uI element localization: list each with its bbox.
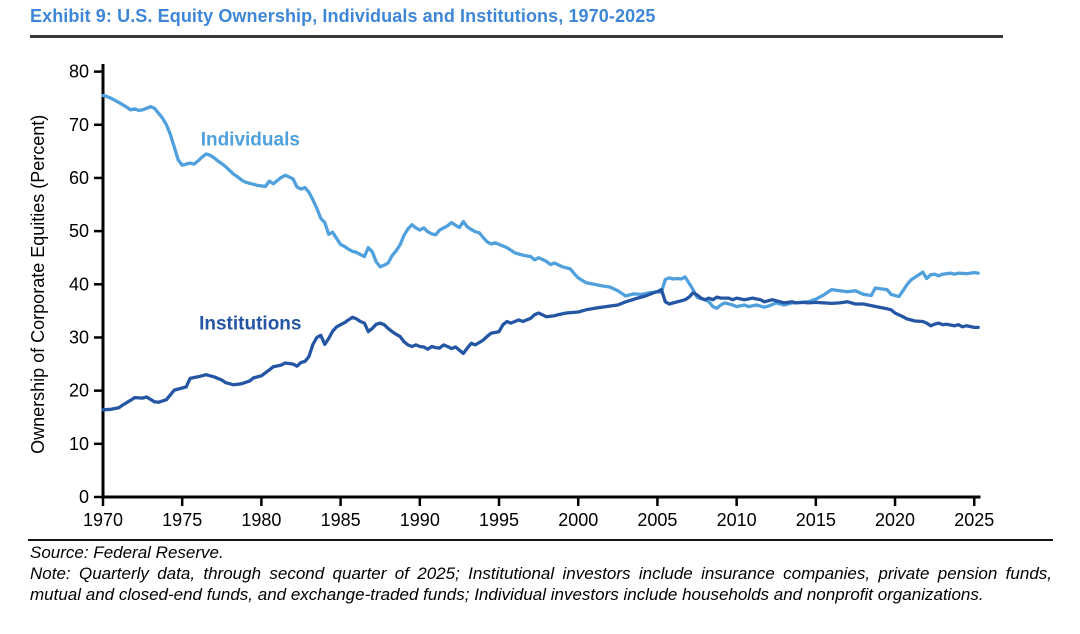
source-note: Source: Federal Reserve. — [30, 543, 224, 562]
exhibit-title: Exhibit 9: U.S. Equity Ownership, Indivi… — [30, 6, 656, 26]
x-tick-label: 1975 — [162, 510, 202, 530]
series-line-individuals — [101, 93, 980, 310]
x-tick-label: 1985 — [321, 510, 361, 530]
y-tick-label: 70 — [69, 115, 89, 135]
x-tick-label: 1980 — [241, 510, 281, 530]
footer-divider — [28, 539, 1053, 541]
x-tick-label: 2015 — [796, 510, 836, 530]
equity-ownership-chart: 0 10 20 30 40 50 60 70 80 1970 1975 1980 1985 1990 199… — [0, 40, 1080, 540]
x-tick-label: 2000 — [558, 510, 598, 530]
x-tick-label: 2025 — [954, 510, 994, 530]
x-tick-label: 1990 — [400, 510, 440, 530]
title-divider — [30, 35, 1003, 38]
x-tick-label: 1995 — [479, 510, 519, 530]
y-tick-label: 60 — [69, 168, 89, 188]
methodology-note: Note: Quarterly data, through second qua… — [30, 564, 1052, 604]
y-tick-label: 40 — [69, 274, 89, 294]
x-tick-label: 1970 — [83, 510, 123, 530]
line-chart-canvas: 0 10 20 30 40 50 60 70 80 1970 1975 1980 1985 1990 199… — [28, 62, 994, 530]
y-tick-label: 20 — [69, 381, 89, 401]
x-tick-label: 2005 — [637, 510, 677, 530]
y-tick-label: 0 — [79, 487, 89, 507]
y-tick-label: 80 — [69, 62, 89, 82]
y-tick-label: 50 — [69, 221, 89, 241]
y-tick-label: 10 — [69, 434, 89, 454]
series-label-institutions: Institutions — [199, 314, 301, 335]
x-tick-label: 2010 — [717, 510, 757, 530]
series-line-institutions — [101, 287, 980, 412]
y-tick-label: 30 — [69, 327, 89, 347]
y-axis-title: Ownership of Corporate Equities (Percent… — [28, 115, 48, 454]
series-label-individuals: Individuals — [201, 130, 300, 151]
x-tick-label: 2020 — [875, 510, 915, 530]
